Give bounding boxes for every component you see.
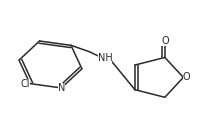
Text: O: O [161,35,169,45]
Text: Cl: Cl [20,79,29,89]
Text: O: O [183,72,190,82]
Text: N: N [58,83,65,93]
Text: NH: NH [98,53,112,63]
